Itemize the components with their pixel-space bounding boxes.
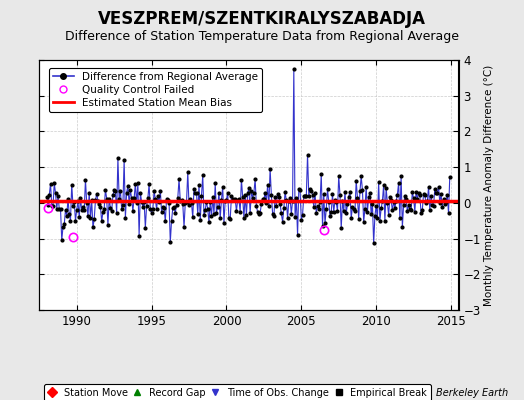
Text: Berkeley Earth: Berkeley Earth [436,388,508,398]
Text: VESZPREM/SZENTKIRALYSZABADJA: VESZPREM/SZENTKIRALYSZABADJA [98,10,426,28]
Y-axis label: Monthly Temperature Anomaly Difference (°C): Monthly Temperature Anomaly Difference (… [484,64,494,306]
Text: Difference of Station Temperature Data from Regional Average: Difference of Station Temperature Data f… [65,30,459,43]
Legend: Station Move, Record Gap, Time of Obs. Change, Empirical Break: Station Move, Record Gap, Time of Obs. C… [44,384,431,400]
